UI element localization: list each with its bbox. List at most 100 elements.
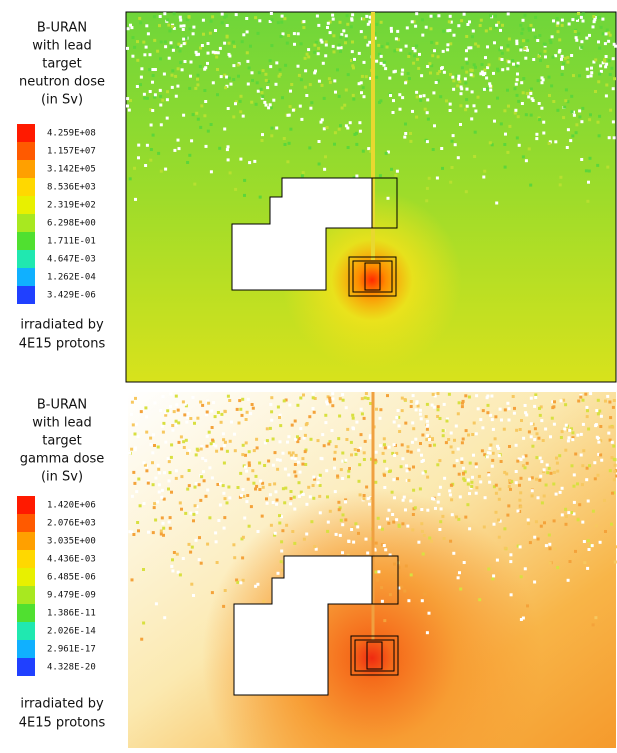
noise-pixel — [598, 46, 602, 50]
noise-pixel — [386, 150, 390, 154]
noise-pixel — [489, 88, 493, 92]
noise-pixel — [537, 436, 541, 440]
noise-pixel — [460, 87, 464, 91]
noise-pixel — [599, 25, 603, 29]
noise-pixel — [296, 32, 300, 36]
noise-pixel — [351, 64, 355, 68]
noise-pixel — [301, 492, 305, 496]
panel-title: target — [42, 57, 82, 72]
noise-pixel — [221, 432, 225, 436]
noise-pixel — [377, 570, 381, 574]
noise-pixel — [519, 618, 523, 621]
noise-pixel — [425, 199, 429, 203]
noise-pixel — [151, 451, 155, 455]
noise-pixel — [366, 22, 370, 26]
noise-pixel — [516, 72, 519, 76]
noise-pixel — [412, 427, 416, 431]
noise-pixel — [382, 437, 386, 441]
legend-swatch — [17, 250, 35, 268]
noise-pixel — [344, 500, 348, 504]
noise-pixel — [478, 598, 482, 602]
noise-pixel — [600, 458, 604, 462]
noise-pixel — [293, 457, 297, 461]
noise-pixel — [209, 123, 213, 126]
noise-pixel — [452, 33, 456, 37]
noise-pixel — [552, 100, 556, 103]
noise-pixel — [149, 108, 153, 112]
legend-label: 2.076E+03 — [47, 519, 96, 529]
noise-pixel — [568, 428, 572, 432]
noise-pixel — [405, 26, 409, 30]
noise-pixel — [503, 546, 507, 550]
noise-pixel — [360, 74, 364, 78]
noise-pixel — [274, 490, 278, 494]
noise-pixel — [552, 422, 556, 426]
noise-pixel — [302, 436, 306, 440]
noise-pixel — [271, 437, 275, 441]
noise-pixel — [492, 71, 495, 75]
noise-pixel — [247, 66, 251, 70]
noise-pixel — [277, 74, 281, 78]
noise-pixel — [411, 513, 415, 516]
noise-pixel — [517, 457, 521, 461]
noise-pixel — [587, 548, 591, 551]
noise-pixel — [594, 58, 598, 62]
noise-pixel — [317, 140, 321, 143]
noise-pixel — [179, 44, 183, 48]
noise-pixel — [328, 440, 332, 444]
noise-pixel — [432, 91, 436, 95]
noise-pixel — [162, 526, 166, 530]
noise-pixel — [365, 485, 369, 489]
noise-pixel — [220, 12, 224, 16]
noise-pixel — [483, 496, 487, 500]
noise-pixel — [444, 441, 448, 445]
noise-pixel — [569, 139, 573, 143]
noise-pixel — [312, 496, 316, 500]
noise-pixel — [331, 13, 335, 17]
noise-pixel — [423, 470, 427, 474]
noise-pixel — [566, 55, 570, 59]
noise-pixel — [509, 593, 513, 597]
noise-pixel — [448, 109, 452, 112]
noise-pixel — [222, 438, 226, 442]
noise-pixel — [386, 394, 389, 398]
noise-pixel — [378, 174, 382, 178]
noise-pixel — [180, 507, 183, 511]
noise-pixel — [133, 166, 136, 170]
noise-pixel — [347, 475, 351, 479]
noise-pixel — [352, 427, 355, 431]
noise-pixel — [462, 12, 466, 16]
noise-pixel — [288, 403, 292, 407]
noise-pixel — [555, 456, 558, 460]
noise-pixel — [339, 49, 342, 53]
noise-pixel — [161, 98, 165, 102]
noise-pixel — [223, 497, 227, 501]
noise-pixel — [552, 19, 555, 23]
noise-pixel — [183, 60, 187, 63]
noise-pixel — [381, 451, 385, 455]
legend-swatch — [17, 640, 35, 658]
noise-pixel — [261, 133, 264, 137]
noise-pixel — [223, 73, 227, 77]
noise-pixel — [554, 140, 558, 144]
noise-pixel — [538, 413, 542, 417]
noise-pixel — [174, 419, 178, 423]
noise-pixel — [549, 471, 553, 475]
noise-pixel — [172, 26, 176, 30]
noise-pixel — [359, 30, 363, 34]
noise-pixel — [281, 487, 285, 491]
noise-pixel — [585, 67, 589, 71]
noise-pixel — [299, 490, 303, 494]
noise-pixel — [130, 530, 134, 534]
noise-pixel — [359, 81, 363, 85]
noise-pixel — [414, 437, 418, 441]
noise-pixel — [175, 423, 179, 427]
noise-pixel — [244, 441, 248, 445]
noise-pixel — [456, 412, 460, 416]
noise-pixel — [593, 477, 597, 481]
noise-pixel — [314, 547, 318, 551]
noise-pixel — [570, 511, 573, 514]
noise-pixel — [199, 447, 203, 451]
noise-pixel — [486, 451, 490, 455]
noise-pixel — [410, 20, 414, 24]
